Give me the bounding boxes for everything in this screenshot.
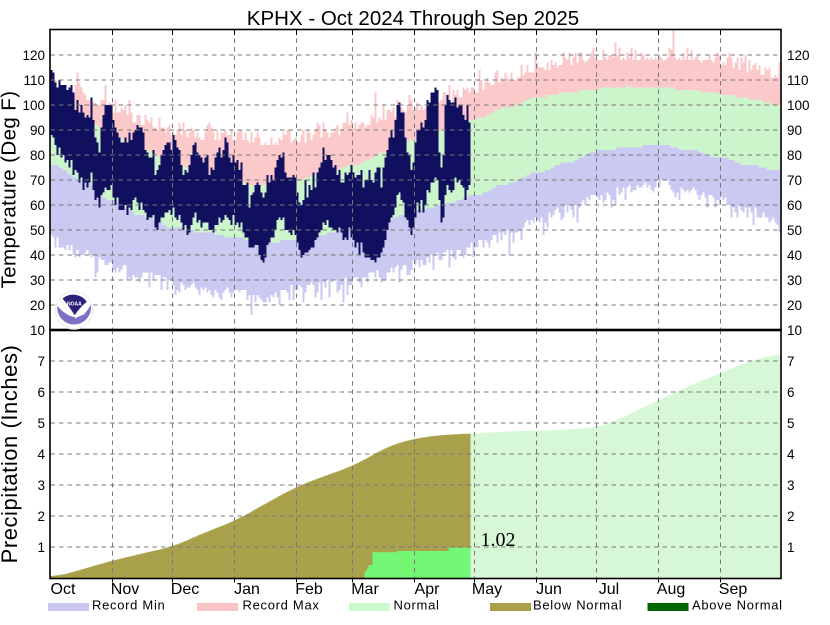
svg-text:Above Normal: Above Normal [692,598,783,613]
svg-text:40: 40 [30,248,45,263]
svg-text:110: 110 [23,73,45,88]
svg-text:120: 120 [787,48,810,63]
svg-text:6: 6 [787,385,795,400]
svg-text:1: 1 [787,540,795,555]
svg-text:70: 70 [30,173,45,188]
svg-text:Record Max: Record Max [243,598,320,613]
svg-text:20: 20 [787,298,802,313]
svg-text:90: 90 [787,123,802,138]
svg-text:50: 50 [787,223,802,238]
svg-text:6: 6 [37,385,45,400]
svg-text:3: 3 [37,478,45,493]
svg-text:7: 7 [787,354,795,369]
svg-text:60: 60 [30,198,45,213]
svg-text:1.02: 1.02 [481,529,516,551]
svg-text:Record Min: Record Min [92,598,165,613]
svg-text:4: 4 [787,447,795,462]
svg-text:Precipitation (Inches): Precipitation (Inches) [0,345,22,564]
svg-text:Oct: Oct [51,581,76,598]
svg-text:20: 20 [30,298,45,313]
svg-text:Aug: Aug [657,581,685,598]
svg-text:Nov: Nov [111,581,139,598]
svg-text:10: 10 [30,323,45,338]
svg-text:2: 2 [787,509,795,524]
svg-text:30: 30 [30,273,45,288]
svg-text:110: 110 [787,73,809,88]
svg-text:NOAA: NOAA [67,301,82,307]
svg-text:Apr: Apr [415,581,441,598]
svg-text:May: May [472,581,502,598]
svg-text:80: 80 [787,148,802,163]
svg-text:50: 50 [30,223,45,238]
svg-text:30: 30 [787,273,802,288]
svg-text:3: 3 [787,478,795,493]
svg-text:2: 2 [37,509,45,524]
svg-text:KPHX - Oct 2024 Through Sep 20: KPHX - Oct 2024 Through Sep 2025 [247,7,579,30]
svg-text:Normal: Normal [394,598,440,613]
svg-text:5: 5 [787,416,795,431]
svg-text:7: 7 [37,354,45,369]
svg-text:Sep: Sep [719,581,748,598]
svg-text:Jun: Jun [536,581,562,598]
svg-text:80: 80 [30,148,45,163]
svg-text:Below Normal: Below Normal [533,598,622,613]
svg-text:60: 60 [787,198,802,213]
svg-text:Feb: Feb [295,581,323,598]
svg-text:4: 4 [37,447,45,462]
svg-text:Jul: Jul [599,581,619,598]
svg-text:Dec: Dec [171,581,199,598]
svg-text:100: 100 [22,98,45,113]
svg-text:5: 5 [37,416,45,431]
svg-text:Temperature (Deg F): Temperature (Deg F) [0,91,21,289]
svg-text:90: 90 [30,123,45,138]
svg-text:100: 100 [787,98,810,113]
svg-text:10: 10 [787,323,802,338]
svg-text:Jan: Jan [234,581,260,598]
svg-text:70: 70 [787,173,802,188]
svg-text:40: 40 [787,248,802,263]
svg-text:1: 1 [37,540,45,555]
svg-text:Mar: Mar [351,581,379,598]
svg-text:120: 120 [22,48,45,63]
